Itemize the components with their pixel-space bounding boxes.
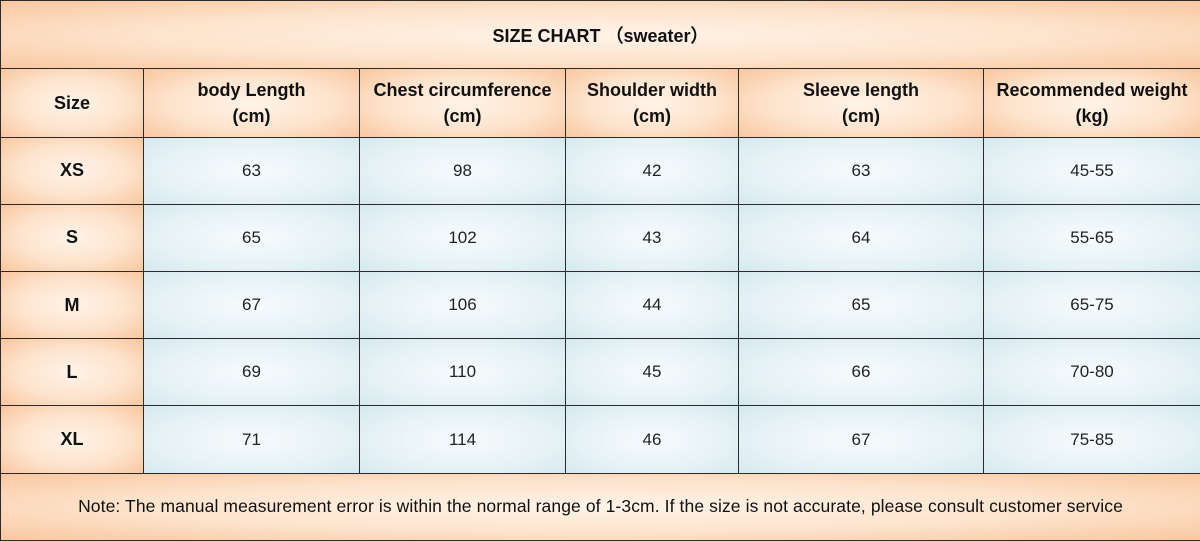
header-shoulder-unit: (cm): [632, 105, 671, 126]
body-length-value: 67: [143, 270, 360, 340]
size-label: XS: [0, 136, 144, 205]
sleeve-value: 65: [738, 270, 984, 340]
header-shoulder: Shoulder width (cm): [565, 68, 739, 138]
shoulder-value: 46: [565, 405, 739, 474]
table-row: XS 63 98 42 63 45-55: [0, 136, 1200, 205]
size-label: M: [0, 270, 144, 340]
note-row: Note: The manual measurement error is wi…: [0, 472, 1200, 541]
header-shoulder-label: Shoulder width: [587, 79, 717, 100]
title-row: SIZE CHART （sweater）: [0, 0, 1200, 70]
chest-value: 106: [359, 270, 566, 340]
table-row: XL 71 114 46 67 75-85: [0, 405, 1200, 474]
weight-value: 55-65: [982, 203, 1200, 272]
header-size: Size: [0, 68, 144, 138]
weight-value: 75-85: [982, 405, 1200, 474]
chest-value: 110: [359, 338, 566, 407]
sleeve-value: 63: [738, 136, 984, 205]
header-weight: Recommended weight (kg): [982, 68, 1200, 138]
sleeve-value: 66: [738, 338, 984, 407]
weight-value: 45-55: [982, 136, 1200, 205]
size-label: S: [0, 203, 144, 272]
shoulder-value: 42: [565, 136, 739, 205]
header-size-label: Size: [53, 92, 91, 113]
header-body-length-label: body Length: [197, 79, 306, 100]
header-row: Size body Length (cm) Chest circumferenc…: [0, 68, 1200, 138]
shoulder-value: 44: [565, 270, 739, 340]
body-length-value: 65: [143, 203, 360, 272]
size-label: XL: [0, 405, 144, 474]
chest-value: 98: [359, 136, 566, 205]
header-sleeve: Sleeve length (cm): [738, 68, 984, 138]
header-sleeve-unit: (cm): [841, 105, 880, 126]
chest-value: 102: [359, 203, 566, 272]
header-sleeve-label: Sleeve length: [802, 79, 920, 100]
body-length-value: 69: [143, 338, 360, 407]
body-length-value: 71: [143, 405, 360, 474]
chest-value: 114: [359, 405, 566, 474]
body-length-value: 63: [143, 136, 360, 205]
header-chest: Chest circumference (cm): [359, 68, 566, 138]
size-label: L: [0, 338, 144, 407]
table-row: M 67 106 44 65 65-75: [0, 270, 1200, 340]
header-weight-label: Recommended weight: [996, 79, 1188, 100]
header-weight-unit: (kg): [1075, 105, 1109, 126]
measurement-note: Note: The manual measurement error is wi…: [0, 472, 1200, 541]
sleeve-value: 67: [738, 405, 984, 474]
header-body-length: body Length (cm): [143, 68, 360, 138]
shoulder-value: 45: [565, 338, 739, 407]
shoulder-value: 43: [565, 203, 739, 272]
header-chest-label: Chest circumference: [373, 79, 552, 100]
weight-value: 70-80: [982, 338, 1200, 407]
header-body-length-unit: (cm): [232, 105, 271, 126]
header-chest-unit: (cm): [443, 105, 482, 126]
weight-value: 65-75: [982, 270, 1200, 340]
table-row: S 65 102 43 64 55-65: [0, 203, 1200, 272]
table-row: L 69 110 45 66 70-80: [0, 338, 1200, 407]
sleeve-value: 64: [738, 203, 984, 272]
chart-title: SIZE CHART （sweater）: [0, 0, 1200, 70]
